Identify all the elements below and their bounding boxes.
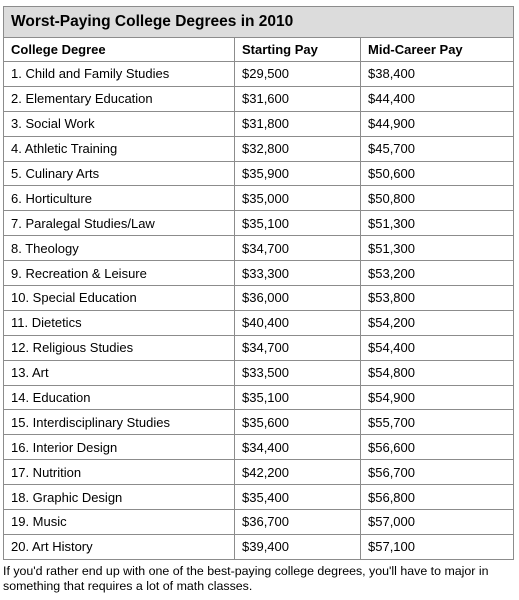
degree-cell: 6. Horticulture bbox=[3, 185, 235, 212]
degree-cell: 11. Dietetics bbox=[3, 309, 235, 336]
starting-pay-cell: $34,700 bbox=[234, 334, 361, 361]
starting-pay-cell: $33,500 bbox=[234, 359, 361, 386]
mid-career-pay-cell: $54,400 bbox=[359, 334, 515, 361]
table-row: 10. Special Education $36,000 $53,800 bbox=[3, 285, 515, 311]
column-header-mid-career-pay: Mid-Career Pay bbox=[359, 37, 515, 62]
degree-cell: 2. Elementary Education bbox=[3, 85, 235, 112]
mid-career-pay-cell: $53,200 bbox=[359, 260, 515, 287]
degree-cell: 5. Culinary Arts bbox=[3, 160, 235, 187]
starting-pay-cell: $42,200 bbox=[234, 459, 361, 486]
table-header-row: College Degree Starting Pay Mid-Career P… bbox=[3, 37, 515, 62]
footnote: If you'd rather end up with one of the b… bbox=[3, 564, 489, 593]
table-row: 11. Dietetics $40,400 $54,200 bbox=[3, 309, 515, 336]
table-row: 18. Graphic Design $35,400 $56,800 bbox=[3, 484, 515, 511]
table-row: 19. Music $36,700 $57,000 bbox=[3, 509, 515, 535]
degree-cell: 15. Interdisciplinary Studies bbox=[3, 409, 235, 436]
mid-career-pay-cell: $54,200 bbox=[359, 309, 515, 336]
degree-cell: 20. Art History bbox=[3, 533, 235, 560]
starting-pay-cell: $34,700 bbox=[234, 235, 361, 262]
mid-career-pay-cell: $55,700 bbox=[359, 409, 515, 436]
starting-pay-cell: $36,000 bbox=[234, 285, 361, 311]
degrees-table: Worst-Paying College Degrees in 2010 Col… bbox=[2, 6, 515, 560]
table-row: 13. Art $33,500 $54,800 bbox=[3, 359, 515, 386]
degree-cell: 3. Social Work bbox=[3, 110, 235, 137]
table-row: 2. Elementary Education $31,600 $44,400 bbox=[3, 85, 515, 112]
mid-career-pay-cell: $44,400 bbox=[359, 85, 515, 112]
mid-career-pay-cell: $38,400 bbox=[359, 61, 515, 87]
starting-pay-cell: $33,300 bbox=[234, 260, 361, 287]
table-row: 3. Social Work $31,800 $44,900 bbox=[3, 110, 515, 137]
starting-pay-cell: $35,400 bbox=[234, 484, 361, 511]
starting-pay-cell: $35,900 bbox=[234, 160, 361, 187]
mid-career-pay-cell: $53,800 bbox=[359, 285, 515, 311]
starting-pay-cell: $36,700 bbox=[234, 509, 361, 535]
starting-pay-cell: $34,400 bbox=[234, 434, 361, 461]
degree-cell: 12. Religious Studies bbox=[3, 334, 235, 361]
degree-cell: 7. Paralegal Studies/Law bbox=[3, 210, 235, 237]
degree-cell: 14. Education bbox=[3, 384, 235, 411]
mid-career-pay-cell: $44,900 bbox=[359, 110, 515, 137]
mid-career-pay-cell: $45,700 bbox=[359, 135, 515, 162]
mid-career-pay-cell: $57,100 bbox=[359, 533, 515, 560]
degree-cell: 13. Art bbox=[3, 359, 235, 386]
mid-career-pay-cell: $56,700 bbox=[359, 459, 515, 486]
mid-career-pay-cell: $51,300 bbox=[359, 235, 515, 262]
table-row: 4. Athletic Training $32,800 $45,700 bbox=[3, 135, 515, 162]
degree-cell: 18. Graphic Design bbox=[3, 484, 235, 511]
table-row: 15. Interdisciplinary Studies $35,600 $55,… bbox=[3, 409, 515, 436]
starting-pay-cell: $29,500 bbox=[234, 61, 361, 87]
table-row: 12. Religious Studies $34,700 $54,400 bbox=[3, 334, 515, 361]
mid-career-pay-cell: $54,900 bbox=[359, 384, 515, 411]
table-row: 7. Paralegal Studies/Law $35,100 $51,300 bbox=[3, 210, 515, 237]
column-header-degree: College Degree bbox=[3, 37, 235, 62]
starting-pay-cell: $32,800 bbox=[234, 135, 361, 162]
mid-career-pay-cell: $51,300 bbox=[359, 210, 515, 237]
table-row: 8. Theology $34,700 $51,300 bbox=[3, 235, 515, 262]
column-header-starting-pay: Starting Pay bbox=[234, 37, 361, 62]
mid-career-pay-cell: $50,800 bbox=[359, 185, 515, 212]
degree-cell: 8. Theology bbox=[3, 235, 235, 262]
table-title: Worst-Paying College Degrees in 2010 bbox=[2, 6, 515, 38]
degree-cell: 1. Child and Family Studies bbox=[3, 61, 235, 87]
starting-pay-cell: $35,000 bbox=[234, 185, 361, 212]
starting-pay-cell: $39,400 bbox=[234, 533, 361, 560]
degree-cell: 16. Interior Design bbox=[3, 434, 235, 461]
table-row: 6. Horticulture $35,000 $50,800 bbox=[3, 185, 515, 212]
table-row: 14. Education $35,100 $54,900 bbox=[3, 384, 515, 411]
table-row: 20. Art History $39,400 $57,100 bbox=[3, 533, 515, 560]
table-row: 16. Interior Design $34,400 $56,600 bbox=[3, 434, 515, 461]
degree-cell: 4. Athletic Training bbox=[3, 135, 235, 162]
mid-career-pay-cell: $57,000 bbox=[359, 509, 515, 535]
starting-pay-cell: $35,600 bbox=[234, 409, 361, 436]
mid-career-pay-cell: $56,600 bbox=[359, 434, 515, 461]
degree-cell: 19. Music bbox=[3, 509, 235, 535]
starting-pay-cell: $40,400 bbox=[234, 309, 361, 336]
degree-cell: 10. Special Education bbox=[3, 285, 235, 311]
starting-pay-cell: $35,100 bbox=[234, 384, 361, 411]
mid-career-pay-cell: $50,600 bbox=[359, 160, 515, 187]
table-row: 5. Culinary Arts $35,900 $50,600 bbox=[3, 160, 515, 187]
degree-cell: 9. Recreation & Leisure bbox=[3, 260, 235, 287]
table-row: 1. Child and Family Studies $29,500 $38,40… bbox=[3, 61, 515, 87]
table-body: 1. Child and Family Studies $29,500 $38,40… bbox=[3, 61, 515, 560]
degree-cell: 17. Nutrition bbox=[3, 459, 235, 486]
table-row: 9. Recreation & Leisure $33,300 $53,200 bbox=[3, 260, 515, 287]
starting-pay-cell: $35,100 bbox=[234, 210, 361, 237]
mid-career-pay-cell: $56,800 bbox=[359, 484, 515, 511]
starting-pay-cell: $31,600 bbox=[234, 85, 361, 112]
table-row: 17. Nutrition $42,200 $56,700 bbox=[3, 459, 515, 486]
table-title-row: Worst-Paying College Degrees in 2010 bbox=[2, 6, 515, 38]
mid-career-pay-cell: $54,800 bbox=[359, 359, 515, 386]
starting-pay-cell: $31,800 bbox=[234, 110, 361, 137]
